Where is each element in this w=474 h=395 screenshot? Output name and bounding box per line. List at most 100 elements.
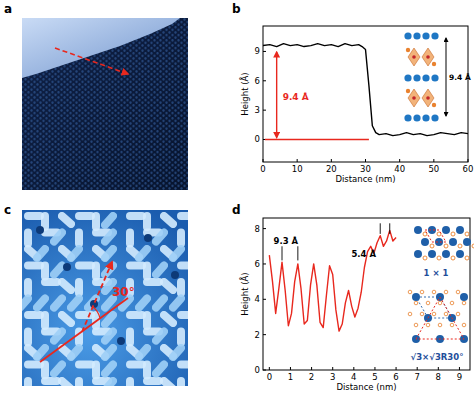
- atom-blue: [463, 238, 471, 246]
- x-tick: [290, 367, 291, 370]
- atom-orange: [420, 290, 424, 294]
- maze-stripe: [45, 377, 57, 385]
- plot-frame: [263, 218, 470, 370]
- atom-blue: [413, 114, 420, 121]
- unit-cell: [425, 230, 446, 242]
- maze-stripe: [75, 282, 83, 293]
- y-tick: [263, 263, 266, 264]
- y-tick-label: 6: [255, 76, 260, 86]
- x-tick: [417, 367, 418, 370]
- maze-stripe: [105, 233, 113, 242]
- stm-image-a: [22, 18, 188, 190]
- maze-stripe: [130, 311, 142, 319]
- atom-orange: [430, 244, 434, 248]
- panel-label: d: [232, 203, 241, 217]
- maze-stripe: [156, 266, 164, 275]
- x-tick: [269, 367, 270, 370]
- maze-stripe: [130, 262, 142, 270]
- maze-stripe: [22, 299, 28, 308]
- y-tick: [263, 228, 266, 229]
- x-tick-label: 30: [360, 164, 371, 174]
- maze-stripe: [41, 365, 49, 376]
- atom-orange: [432, 290, 436, 294]
- maze-stripe: [177, 233, 185, 244]
- y-tick: [263, 80, 266, 81]
- maze-stripe: [41, 266, 49, 277]
- atom-orange: [450, 301, 454, 305]
- interlayer-arrow: [446, 38, 447, 116]
- atom-orange: [420, 312, 424, 316]
- atom-orange: [406, 48, 410, 52]
- maze-stripe: [37, 348, 45, 357]
- y-tick-label: 0: [255, 365, 260, 375]
- x-tick: [331, 159, 332, 162]
- x-tick: [433, 159, 434, 162]
- maze-stripe: [105, 348, 113, 357]
- maze-stripe: [177, 332, 185, 343]
- atom-blue: [431, 114, 438, 121]
- stm-background-c: [22, 210, 188, 386]
- atom-blue: [456, 250, 464, 258]
- x-tick-label: 0: [260, 164, 265, 174]
- x-tick-label: 50: [428, 164, 439, 174]
- atom-blue: [413, 32, 420, 39]
- dark-spot: [144, 234, 152, 242]
- atom-red: [412, 96, 416, 100]
- maze-stripe: [45, 278, 57, 286]
- x-tick: [459, 367, 460, 370]
- x-tick-label: 9: [457, 372, 462, 382]
- y-tick: [263, 299, 266, 300]
- y-tick-label: 3: [255, 105, 260, 115]
- dark-spot: [36, 226, 44, 234]
- atom-orange: [432, 103, 436, 107]
- maze-stripe: [105, 299, 113, 308]
- maze-stripe: [173, 249, 181, 258]
- y-tick: [263, 334, 266, 335]
- atom-orange: [414, 301, 418, 305]
- atom-blue: [421, 238, 429, 246]
- maze-stripe: [139, 299, 147, 308]
- maze-stripe: [130, 212, 142, 220]
- x-tick-label: 0: [267, 372, 272, 382]
- atom-orange: [458, 244, 462, 248]
- atom-blue: [428, 250, 436, 258]
- maze-stripe: [139, 348, 147, 357]
- plot-frame: [263, 26, 468, 162]
- maze-stripe: [164, 315, 173, 323]
- x-tick-label: 20: [326, 164, 337, 174]
- atom-blue: [442, 250, 450, 258]
- x-tick-label: 60: [463, 164, 474, 174]
- atom-orange: [408, 290, 412, 294]
- step-height-label: 9.4 Å: [283, 92, 309, 102]
- maze-stripe: [41, 315, 49, 326]
- atom-orange: [444, 290, 448, 294]
- angle-arc: [92, 306, 100, 318]
- maze-stripe: [28, 361, 40, 369]
- maze-stripe: [126, 332, 134, 343]
- maze-stripe: [54, 233, 62, 242]
- maze-stripe: [41, 216, 49, 227]
- maze-stripe: [92, 266, 100, 277]
- maze-stripe: [156, 299, 164, 308]
- unit-cell: [416, 297, 464, 339]
- maze-stripe: [92, 365, 100, 376]
- maze-stripe: [105, 216, 113, 225]
- panel-label: a: [4, 2, 12, 16]
- atom-blue: [422, 74, 429, 81]
- atom-blue: [413, 74, 420, 81]
- maze-stripe: [92, 216, 100, 227]
- maze-stripe: [62, 216, 71, 224]
- maze-stripe: [28, 311, 40, 319]
- maze-stripe: [71, 348, 79, 357]
- x-tick-label: 6: [393, 372, 398, 382]
- atom-blue: [442, 226, 450, 234]
- atom-blue: [431, 74, 438, 81]
- period-label: 5.4 Å: [351, 249, 376, 259]
- atom-blue: [422, 32, 429, 39]
- maze-stripe: [105, 332, 113, 341]
- maze-stripe: [147, 278, 159, 286]
- atom-red: [412, 55, 416, 59]
- atom-blue: [414, 250, 422, 258]
- lattice-inset: 1 × 1√3×√3R30°: [408, 226, 474, 362]
- maze-stripe: [62, 315, 71, 323]
